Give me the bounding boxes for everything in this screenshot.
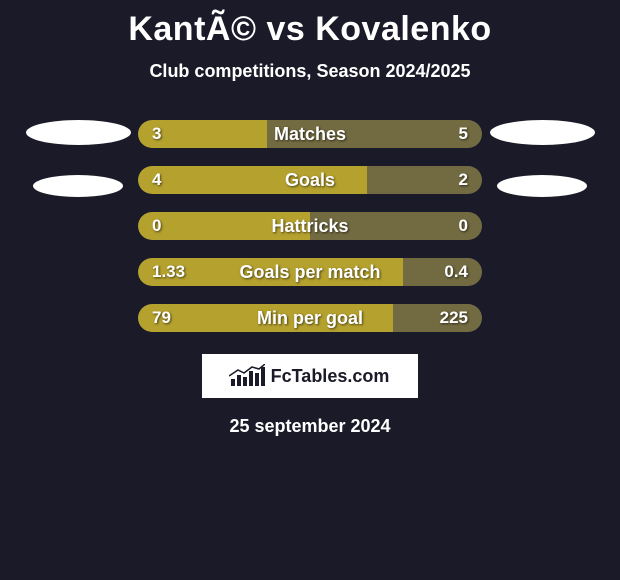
stat-bar: Min per goal79225 xyxy=(138,304,482,332)
stat-value-p2: 5 xyxy=(459,120,468,148)
logo-text: FcTables.com xyxy=(271,366,390,387)
stat-bar: Matches35 xyxy=(138,120,482,148)
stat-value-p1: 79 xyxy=(152,304,171,332)
player1-club-placeholder xyxy=(33,175,123,197)
page-title: KantÃ© vs Kovalenko xyxy=(128,10,491,49)
date-text: 25 september 2024 xyxy=(229,416,390,437)
stat-bar: Goals per match1.330.4 xyxy=(138,258,482,286)
player2-avatar-placeholder xyxy=(490,120,595,145)
stat-bar-p2-fill xyxy=(267,120,482,148)
stats-bars: Matches35Goals42Hattricks00Goals per mat… xyxy=(138,120,482,332)
stat-value-p1: 3 xyxy=(152,120,161,148)
chart-icon xyxy=(231,366,265,386)
stat-bar: Goals42 xyxy=(138,166,482,194)
player1-avatar-col xyxy=(18,120,138,197)
stat-bar-p2-fill xyxy=(393,304,482,332)
player2-club-placeholder xyxy=(497,175,587,197)
chart-area: Matches35Goals42Hattricks00Goals per mat… xyxy=(0,120,620,332)
stat-value-p2: 0.4 xyxy=(444,258,468,286)
source-logo: FcTables.com xyxy=(202,354,418,398)
stat-bar-p1-fill xyxy=(138,304,393,332)
stat-value-p2: 0 xyxy=(459,212,468,240)
player1-avatar-placeholder xyxy=(26,120,131,145)
stat-bar-p1-fill xyxy=(138,166,367,194)
stat-bar: Hattricks00 xyxy=(138,212,482,240)
player2-avatar-col xyxy=(482,120,602,197)
stat-value-p1: 1.33 xyxy=(152,258,185,286)
stat-bar-p2-fill xyxy=(403,258,482,286)
stat-bar-p2-fill xyxy=(310,212,482,240)
stat-value-p2: 2 xyxy=(459,166,468,194)
comparison-card: KantÃ© vs Kovalenko Club competitions, S… xyxy=(0,0,620,437)
stat-bar-p1-fill xyxy=(138,212,310,240)
stat-value-p1: 0 xyxy=(152,212,161,240)
stat-value-p2: 225 xyxy=(440,304,468,332)
subtitle: Club competitions, Season 2024/2025 xyxy=(149,61,470,82)
stat-value-p1: 4 xyxy=(152,166,161,194)
